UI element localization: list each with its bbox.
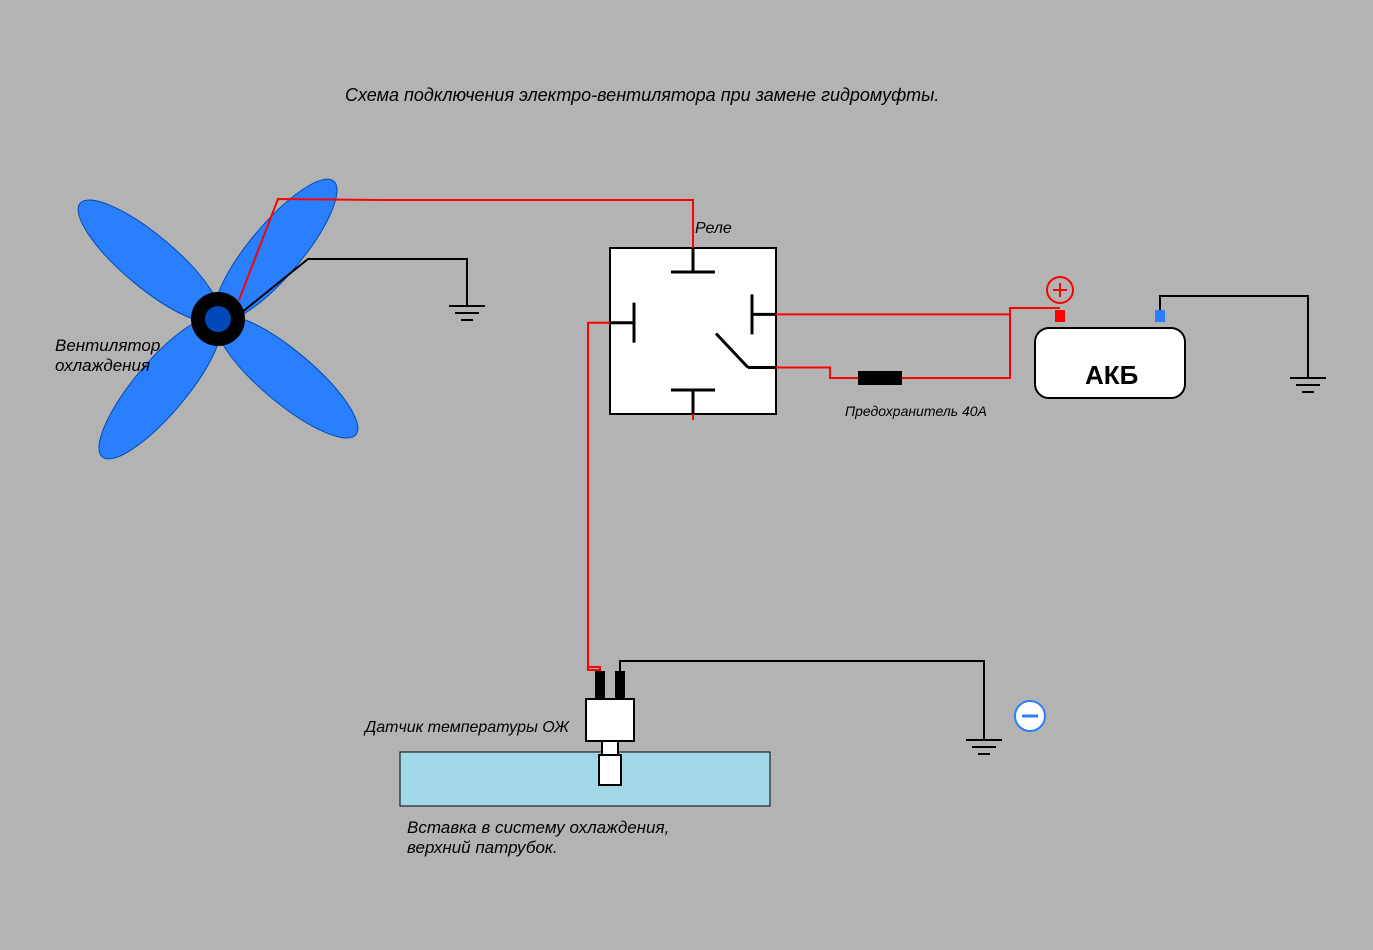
label-pipe: Вставка в систему охлаждения, верхний па… [407,818,669,858]
coolant-pipe [400,752,770,806]
label-fuse: Предохранитель 40А [845,403,987,419]
label-title: Схема подключения электро-вентилятора пр… [345,85,939,106]
temp-sensor [586,699,634,741]
label-relay: Реле [695,220,732,238]
fan-icon [63,164,372,473]
label-batt: АКБ [1085,360,1138,391]
fuse [858,371,902,385]
label-sensor: Датчик температуры ОЖ [365,719,569,737]
label-fan: Вентилятор охлаждения [55,336,160,376]
wiring-diagram [0,0,1373,950]
